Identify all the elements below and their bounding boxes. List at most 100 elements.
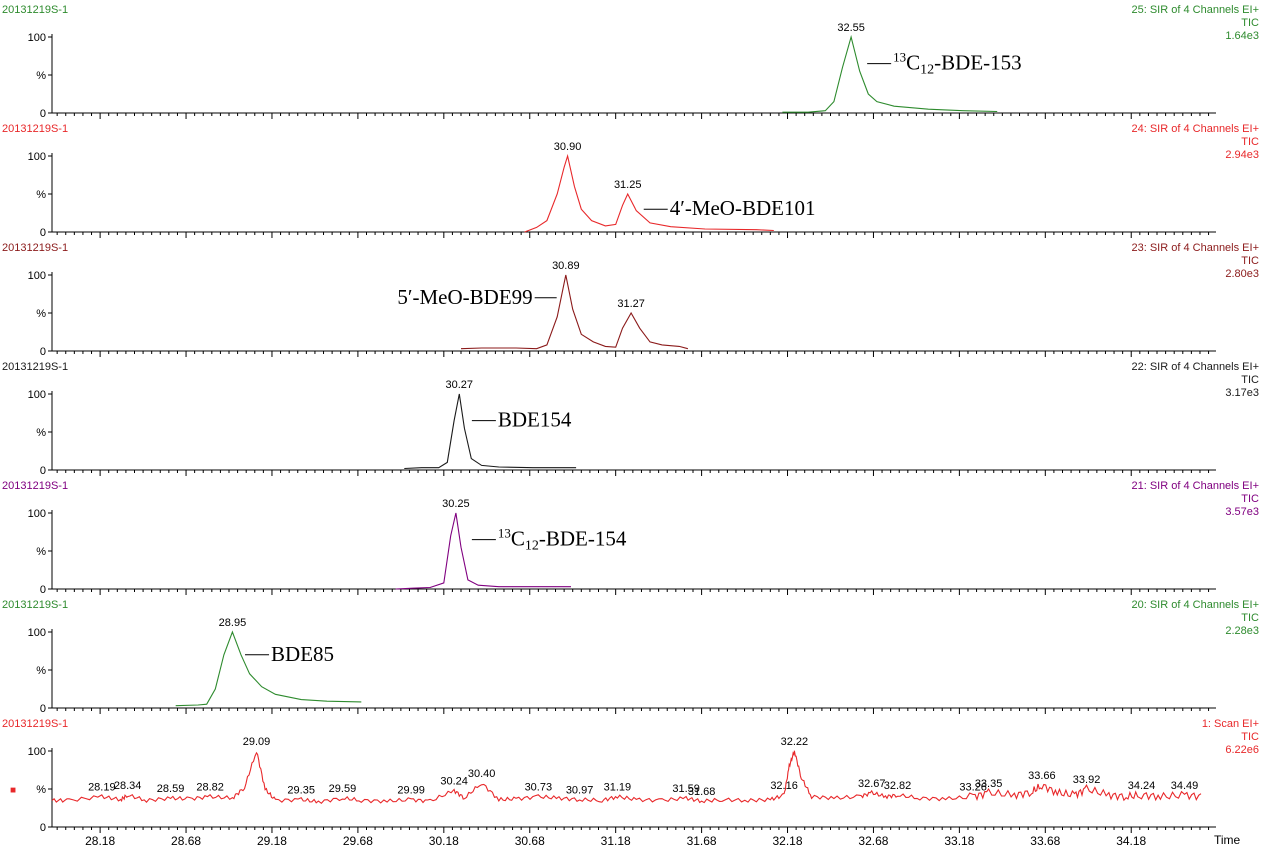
tic-label: TIC bbox=[1241, 493, 1259, 505]
y-tick-label: % bbox=[36, 546, 46, 558]
x-tick-label: 33.18 bbox=[944, 834, 974, 848]
y-tick-label: 0 bbox=[40, 584, 46, 596]
y-tick-label: % bbox=[36, 784, 46, 796]
channel-label: 20: SIR of 4 Channels EI+ bbox=[1132, 599, 1260, 611]
isotope-superscript: 13 bbox=[893, 50, 906, 65]
sample-id: 20131219S-1 bbox=[2, 718, 68, 730]
peak-label: 31.68 bbox=[688, 786, 716, 798]
intensity-label: 3.57e3 bbox=[1225, 506, 1259, 518]
y-tick-label: 0 bbox=[40, 822, 46, 834]
panel-5: 20131219S-1 21: SIR of 4 Channels EI+TIC3… bbox=[2, 480, 1259, 596]
x-tick-label: 29.68 bbox=[343, 834, 373, 848]
x-tick-label: 34.18 bbox=[1116, 834, 1146, 848]
peak-label: 32.55 bbox=[837, 22, 865, 34]
peak-label: 32.22 bbox=[781, 736, 809, 748]
peak-label: 28.59 bbox=[157, 783, 185, 795]
tic-label: TIC bbox=[1241, 255, 1259, 267]
peak-label: 31.59 bbox=[672, 783, 700, 795]
intensity-label: 6.22e6 bbox=[1225, 744, 1259, 756]
intensity-label: 2.80e3 bbox=[1225, 268, 1259, 280]
peak-label: 30.90 bbox=[554, 141, 582, 153]
intensity-label: 3.17e3 bbox=[1225, 387, 1259, 399]
isotope-superscript: 13 bbox=[498, 526, 511, 541]
atom-count-subscript: 12 bbox=[920, 63, 934, 78]
trace-line bbox=[524, 153, 774, 233]
panel-4: 20131219S-1 22: SIR of 4 Channels EI+TIC3… bbox=[2, 361, 1259, 477]
peak-label: 33.92 bbox=[1073, 774, 1101, 786]
x-tick-label: 31.68 bbox=[687, 834, 717, 848]
peak-label: 28.19 bbox=[88, 782, 116, 794]
y-tick-label: 100 bbox=[28, 627, 46, 639]
y-tick-label: 0 bbox=[40, 465, 46, 477]
compound-label: 13C12-BDE-153 bbox=[893, 50, 1022, 78]
x-tick-label: 30.18 bbox=[429, 834, 459, 848]
compound-label: 4′-MeO-BDE101 bbox=[670, 196, 816, 220]
y-tick-label: 0 bbox=[40, 108, 46, 120]
channel-label: 21: SIR of 4 Channels EI+ bbox=[1132, 480, 1260, 492]
x-tick-label: 28.18 bbox=[85, 834, 115, 848]
y-tick-label: 100 bbox=[28, 32, 46, 44]
peak-label: 31.19 bbox=[604, 782, 632, 794]
sample-id: 20131219S-1 bbox=[2, 480, 68, 492]
peak-label: 32.67 bbox=[858, 778, 886, 790]
peak-label: 28.82 bbox=[196, 782, 224, 794]
channel-label: 24: SIR of 4 Channels EI+ bbox=[1132, 123, 1260, 135]
peak-label: 30.97 bbox=[566, 785, 594, 797]
x-axis-title: Time bbox=[1214, 833, 1241, 847]
peak-label: 33.35 bbox=[975, 778, 1003, 790]
peak-label: 30.73 bbox=[525, 782, 553, 794]
peak-label: 30.25 bbox=[442, 498, 470, 510]
peak-label: 32.82 bbox=[884, 780, 912, 792]
peak-label: 28.34 bbox=[114, 780, 142, 792]
compound-label: BDE154 bbox=[498, 408, 572, 432]
y-tick-label: 100 bbox=[28, 270, 46, 282]
compound-name: -BDE-153 bbox=[934, 51, 1022, 75]
compound-name: 4′-MeO-BDE101 bbox=[670, 196, 816, 220]
peak-label: 30.27 bbox=[446, 379, 474, 391]
y-tick-label: 0 bbox=[40, 703, 46, 715]
y-tick-label: 100 bbox=[28, 151, 46, 163]
peak-label: 30.40 bbox=[468, 768, 496, 780]
panel-6: 20131219S-1 20: SIR of 4 Channels EI+TIC2… bbox=[2, 599, 1259, 715]
trace-line bbox=[51, 750, 1202, 805]
compound-name: BDE85 bbox=[271, 642, 334, 666]
y-tick-label: 100 bbox=[28, 389, 46, 401]
trace-line bbox=[460, 274, 689, 350]
sample-id: 20131219S-1 bbox=[2, 4, 68, 16]
channel-label: 1: Scan EI+ bbox=[1202, 718, 1259, 730]
compound-label: 13C12-BDE-154 bbox=[498, 526, 627, 554]
y-tick-label: 100 bbox=[28, 746, 46, 758]
y-tick-label: 100 bbox=[28, 508, 46, 520]
x-tick-label: 29.18 bbox=[257, 834, 287, 848]
compound-label: BDE85 bbox=[271, 642, 334, 666]
intensity-label: 2.94e3 bbox=[1225, 149, 1259, 161]
peak-label: 33.26 bbox=[959, 782, 987, 794]
peak-label: 31.25 bbox=[614, 179, 642, 191]
y-tick-label: % bbox=[36, 70, 46, 82]
tic-label: TIC bbox=[1241, 17, 1259, 29]
peak-label: 32.16 bbox=[770, 780, 798, 792]
peak-label: 28.95 bbox=[219, 617, 247, 629]
trace-line bbox=[404, 393, 577, 470]
x-tick-label: 31.18 bbox=[601, 834, 631, 848]
tic-label: TIC bbox=[1241, 374, 1259, 386]
compound-label: 5′-MeO-BDE99 bbox=[397, 285, 532, 309]
peak-label: 33.66 bbox=[1028, 770, 1056, 782]
panel-2: 20131219S-1 24: SIR of 4 Channels EI+TIC2… bbox=[2, 123, 1259, 239]
tic-label: TIC bbox=[1241, 136, 1259, 148]
scan-marker-icon: ■ bbox=[10, 785, 16, 796]
peak-label: 29.59 bbox=[329, 783, 357, 795]
x-tick-label: 32.18 bbox=[773, 834, 803, 848]
sample-id: 20131219S-1 bbox=[2, 361, 68, 373]
x-tick-label: 32.68 bbox=[858, 834, 888, 848]
trace-line bbox=[175, 630, 362, 707]
peak-label: 34.49 bbox=[1171, 780, 1199, 792]
channel-label: 25: SIR of 4 Channels EI+ bbox=[1132, 4, 1260, 16]
peak-label: 29.35 bbox=[287, 785, 315, 797]
peak-label: 30.89 bbox=[552, 260, 580, 272]
sample-id: 20131219S-1 bbox=[2, 123, 68, 135]
trace-line bbox=[782, 34, 998, 113]
element-symbol: C bbox=[906, 51, 920, 75]
y-tick-label: % bbox=[36, 308, 46, 320]
